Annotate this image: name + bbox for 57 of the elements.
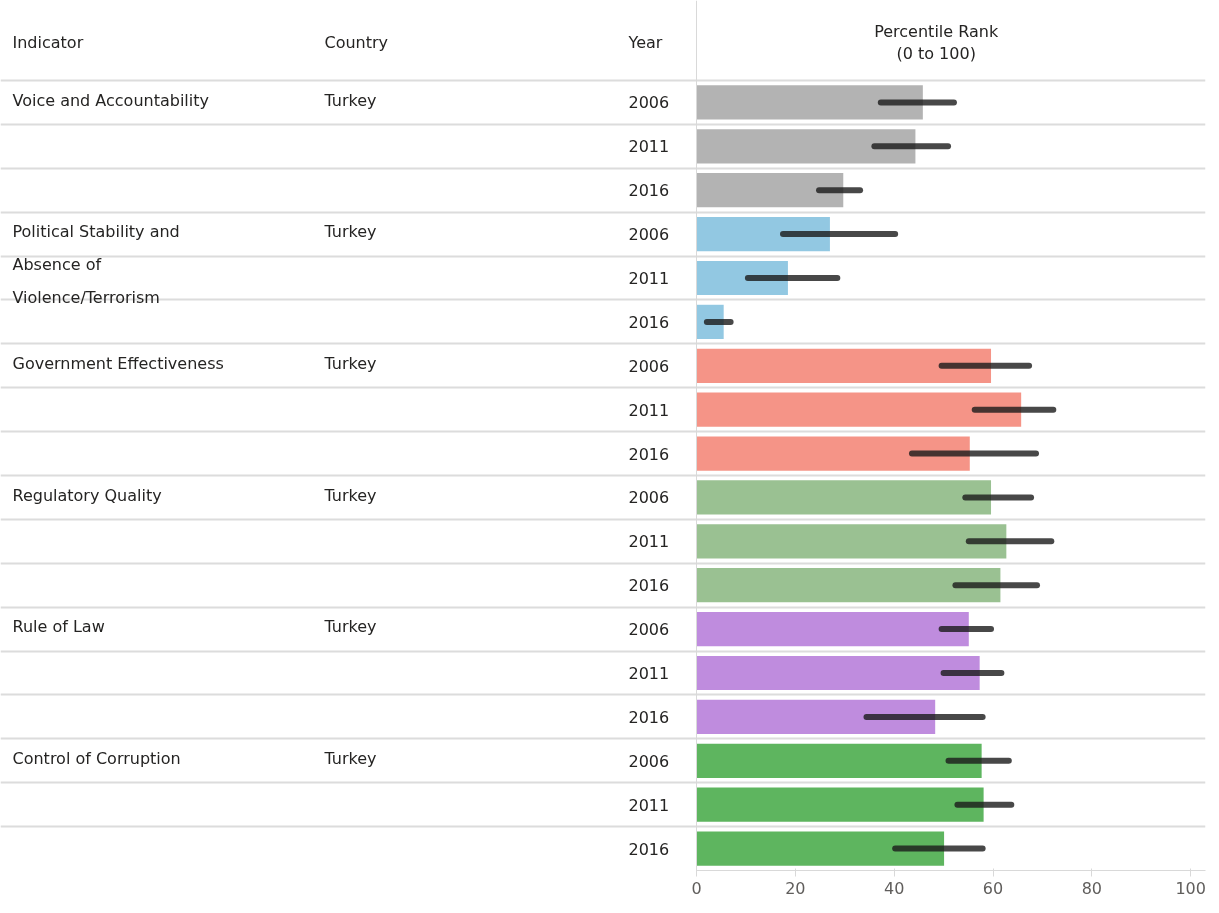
y-tick-label: 2006 (628, 751, 670, 771)
text: Indicator (12, 33, 84, 52)
text: Country (324, 33, 389, 52)
x-tick-label: 20 (785, 878, 806, 898)
text: Turkey (323, 485, 377, 505)
text: Regulatory Quality (12, 485, 162, 505)
bar (696, 129, 916, 164)
x-tick-label: 100 (1175, 878, 1206, 898)
y-tick-label: 2016 (628, 444, 670, 464)
bar (696, 524, 1007, 559)
bar (696, 85, 923, 120)
bar (696, 216, 830, 252)
bar (696, 699, 936, 735)
bar (696, 436, 970, 471)
y-tick-label: 2006 (628, 620, 670, 640)
x-tick-label: 40 (883, 878, 905, 898)
bar (696, 173, 844, 208)
y-tick-label: 2011 (628, 795, 670, 815)
bar (696, 260, 788, 296)
bar (696, 655, 980, 691)
text: Year (627, 33, 663, 52)
bar (696, 831, 945, 866)
text: Government Effectiveness (12, 354, 224, 374)
text: Rule of Law (12, 617, 105, 637)
y-tick-label: 2006 (628, 488, 670, 508)
y-tick-label: 2011 (628, 269, 670, 288)
y-tick-label: 2016 (628, 181, 670, 201)
text: Turkey (323, 617, 377, 637)
bar (696, 611, 969, 647)
y-tick-label: 2016 (628, 707, 670, 727)
x-tick-label: 60 (982, 878, 1004, 898)
x-axis-title: Percentile Rank (0 to 100) (874, 21, 999, 64)
text: Turkey (323, 222, 377, 242)
bar (696, 787, 984, 822)
bar (696, 348, 992, 383)
bar (696, 392, 1022, 427)
y-tick-label: 2006 (628, 93, 670, 113)
y-tick-label: 2011 (628, 137, 670, 157)
y-tick-label: 2016 (628, 576, 670, 596)
y-tick-label: 2006 (628, 356, 670, 376)
y-tick-label: 2011 (628, 664, 670, 683)
text: Turkey (323, 749, 377, 769)
y-tick-label: 2006 (628, 225, 670, 245)
text: Political Stability and Absence of Violence/Terrorism (12, 222, 180, 308)
x-tick-label: 0 (691, 878, 702, 898)
y-tick-label: 2011 (628, 400, 670, 420)
bar (696, 743, 982, 778)
text: Turkey (323, 354, 377, 374)
bar (696, 480, 992, 515)
text: Voice and Accountability (12, 90, 209, 110)
x-tick-label: 80 (1081, 878, 1103, 898)
y-tick-label: 2016 (628, 312, 670, 332)
bar (696, 568, 1001, 603)
text: Turkey (323, 90, 377, 110)
text: Control of Corruption (12, 749, 181, 769)
y-tick-label: 2011 (628, 532, 670, 552)
y-tick-label: 2016 (628, 839, 670, 859)
